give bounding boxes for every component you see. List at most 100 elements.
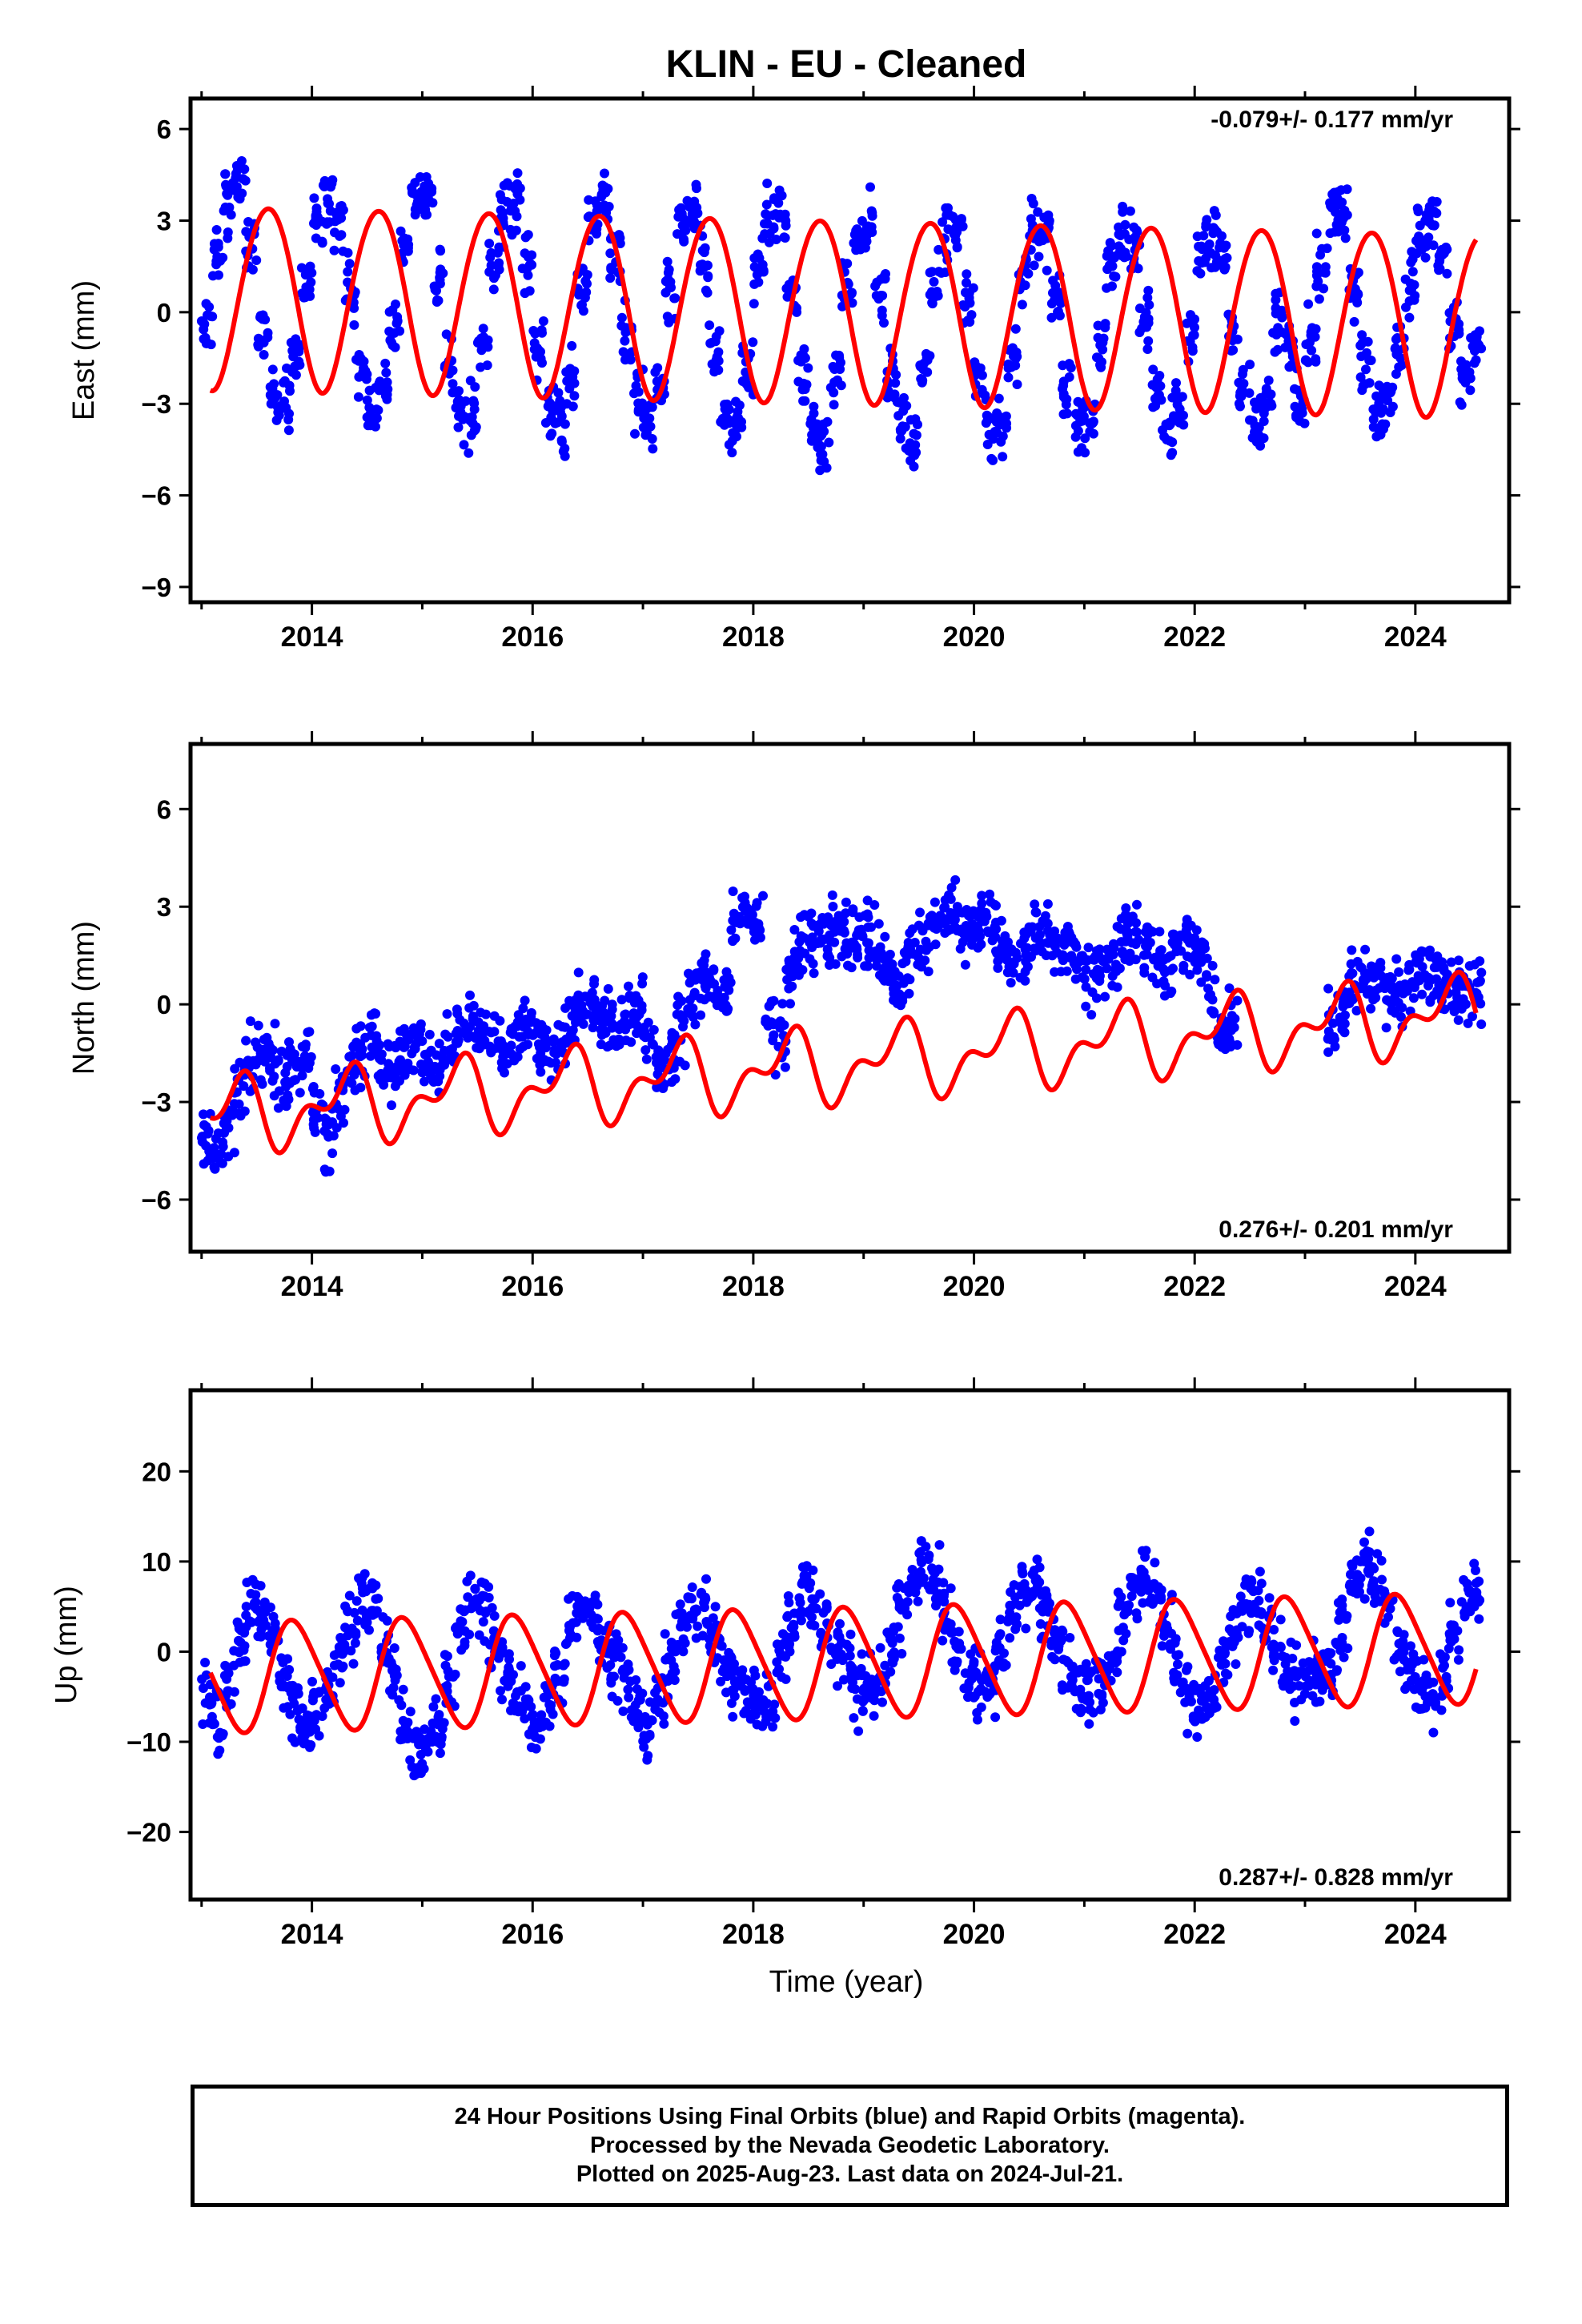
- data-point: [296, 263, 307, 273]
- data-point: [772, 1657, 782, 1667]
- data-point: [780, 233, 790, 243]
- data-point: [1017, 1562, 1027, 1572]
- data-point: [291, 370, 301, 380]
- data-point: [1411, 950, 1421, 960]
- data-point: [454, 1625, 464, 1635]
- data-point: [1235, 1591, 1246, 1602]
- y-tick-label: 0: [157, 298, 171, 328]
- data-point: [1114, 963, 1125, 974]
- data-point: [276, 1653, 287, 1663]
- data-point: [1328, 1018, 1338, 1028]
- data-point: [506, 1676, 516, 1687]
- data-point: [1404, 312, 1415, 323]
- data-point: [1337, 1638, 1347, 1648]
- data-point: [371, 421, 380, 432]
- data-point: [885, 949, 895, 959]
- data-point: [648, 444, 658, 454]
- data-point: [1020, 280, 1030, 291]
- data-point: [970, 1691, 980, 1702]
- data-point: [1428, 240, 1439, 251]
- data-point: [405, 1707, 416, 1717]
- data-point: [973, 911, 983, 922]
- data-point: [561, 367, 572, 377]
- data-point: [616, 995, 627, 1005]
- data-point: [996, 915, 1006, 926]
- data-point: [363, 420, 373, 431]
- data-point: [824, 437, 834, 448]
- data-point: [1412, 1656, 1423, 1666]
- data-point: [1411, 248, 1422, 259]
- data-point: [207, 1698, 217, 1708]
- data-point: [688, 1610, 698, 1620]
- data-point: [1153, 390, 1163, 400]
- data-point: [354, 350, 364, 360]
- data-point: [1296, 1695, 1307, 1705]
- data-point: [403, 1058, 413, 1068]
- data-point: [1371, 432, 1382, 442]
- data-point: [665, 277, 676, 287]
- data-point: [308, 1082, 319, 1092]
- data-point: [462, 1576, 472, 1586]
- data-point: [1057, 1680, 1067, 1691]
- data-point: [740, 891, 749, 902]
- data-point: [1016, 939, 1026, 949]
- data-point: [214, 1733, 224, 1743]
- data-point: [852, 942, 861, 952]
- data-point: [1092, 946, 1102, 956]
- data-point: [1335, 219, 1346, 230]
- data-point: [1336, 185, 1347, 195]
- data-point: [916, 962, 926, 972]
- data-point: [809, 423, 818, 433]
- data-point: [1069, 936, 1079, 947]
- data-point: [1469, 1602, 1480, 1612]
- data-point: [726, 1698, 737, 1708]
- data-point: [703, 272, 713, 283]
- data-point: [758, 891, 768, 901]
- data-point: [453, 422, 464, 432]
- data-point: [1080, 1667, 1090, 1677]
- data-point: [982, 410, 992, 420]
- data-point: [866, 922, 876, 932]
- data-point: [1227, 1011, 1237, 1021]
- data-point: [558, 446, 568, 456]
- data-point: [1413, 207, 1423, 216]
- data-point: [435, 275, 445, 285]
- data-point: [1108, 939, 1118, 949]
- data-point: [641, 1054, 652, 1064]
- data-point: [343, 267, 353, 277]
- data-point: [327, 179, 337, 189]
- data-point: [893, 971, 904, 981]
- data-point: [412, 205, 423, 215]
- data-point: [379, 1080, 389, 1090]
- data-point: [265, 1043, 275, 1053]
- data-point: [755, 925, 765, 935]
- data-point: [407, 1762, 417, 1772]
- data-point: [686, 1009, 697, 1019]
- data-point: [399, 1042, 409, 1052]
- data-point: [977, 384, 987, 395]
- data-point: [1210, 975, 1220, 985]
- y-tick-label: −6: [141, 1185, 171, 1215]
- data-point: [875, 1642, 885, 1653]
- data-point: [1053, 306, 1063, 316]
- data-point: [1031, 907, 1042, 918]
- data-point: [468, 396, 479, 406]
- data-point: [322, 217, 332, 227]
- data-point: [1226, 1042, 1235, 1051]
- data-point: [265, 390, 275, 400]
- data-point: [1311, 228, 1322, 239]
- data-point: [520, 1682, 531, 1692]
- y-tick-label: 10: [142, 1547, 171, 1577]
- data-point: [452, 1004, 462, 1015]
- data-point: [1173, 1659, 1182, 1670]
- data-point: [352, 1615, 363, 1626]
- data-point: [548, 1709, 558, 1719]
- data-point: [585, 997, 596, 1007]
- data-point: [285, 386, 295, 396]
- data-point: [245, 1086, 255, 1096]
- data-point: [351, 1023, 362, 1034]
- data-point: [408, 1023, 419, 1033]
- data-point: [1034, 930, 1045, 940]
- data-point: [281, 1101, 291, 1112]
- data-point: [396, 1700, 407, 1711]
